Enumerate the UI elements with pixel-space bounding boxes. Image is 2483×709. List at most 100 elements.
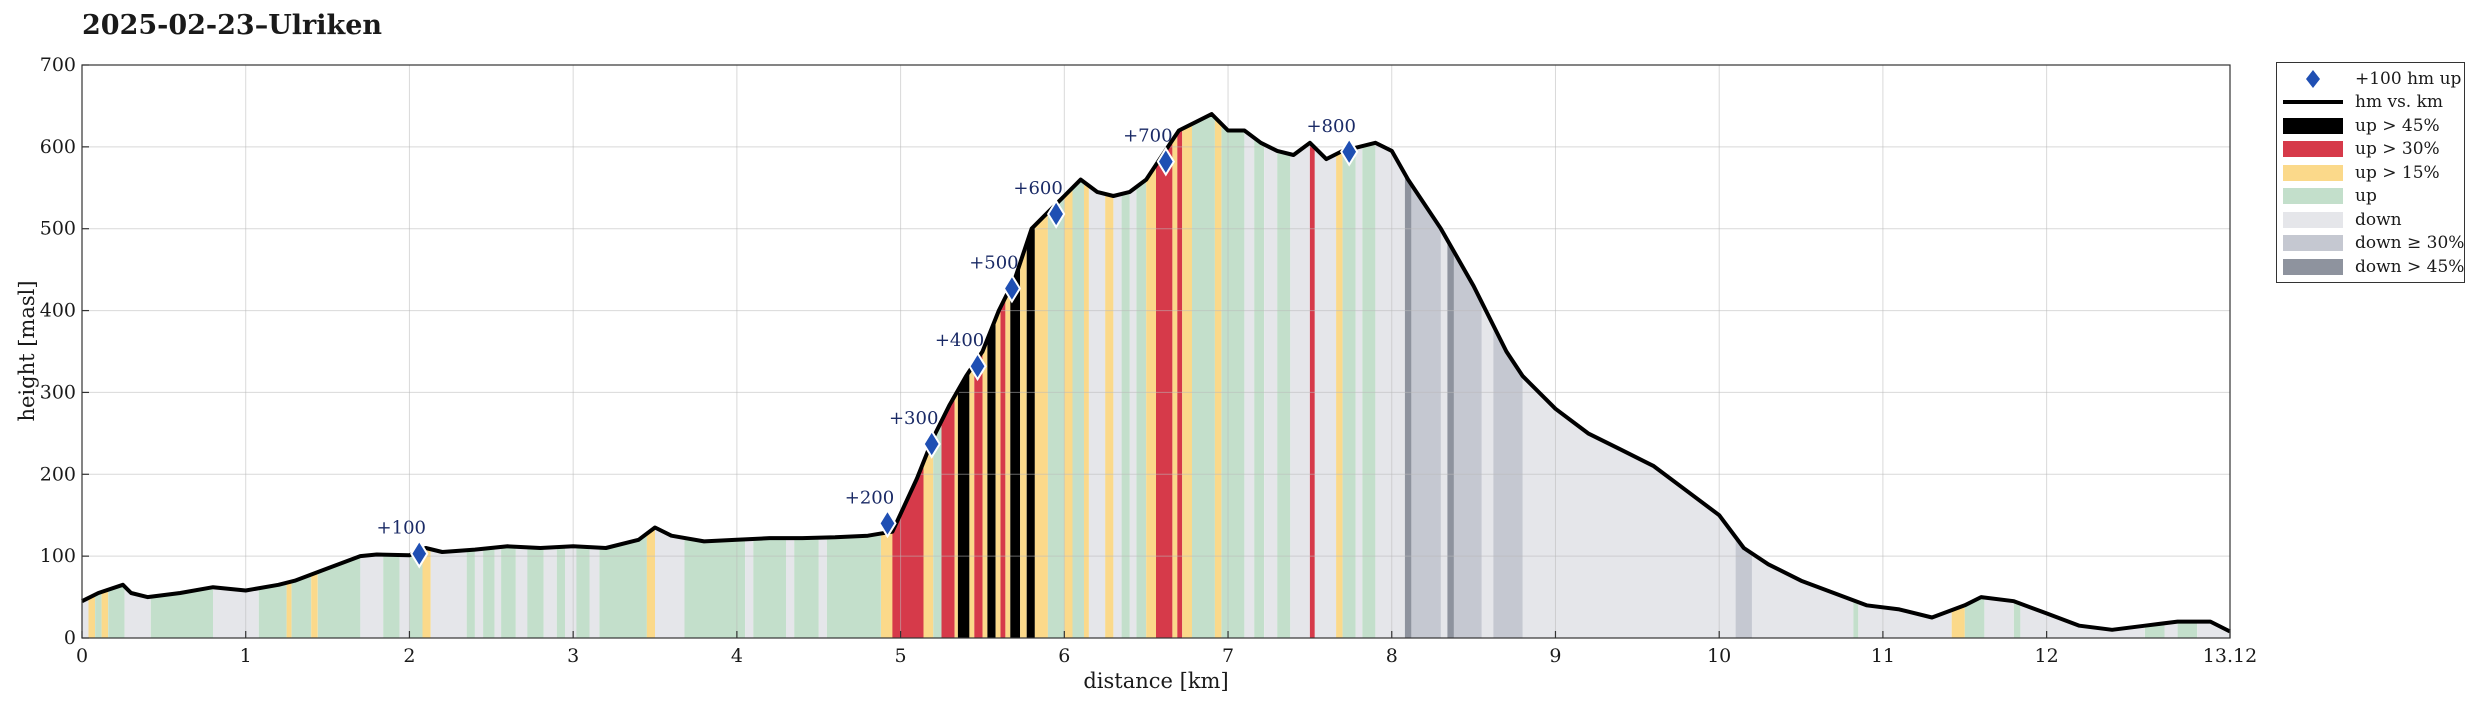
legend-item: up > 30% [2277, 138, 2464, 162]
legend-item: up > 45% [2277, 114, 2464, 138]
y-tick-label: 500 [40, 218, 76, 240]
marker-diamond [1340, 136, 1359, 167]
segment-up-gt-30 [1000, 114, 1006, 638]
segment-up-gt-15 [969, 114, 975, 638]
legend-swatch-up-gt-30 [2283, 141, 2343, 158]
legend-label: hm vs. km [2355, 92, 2444, 113]
chart-title: 2025-02-23–Ulriken [82, 10, 383, 41]
segment-up-gt-15 [1214, 114, 1222, 638]
y-tick-label: 0 [64, 627, 76, 649]
segment-up [1221, 114, 1245, 638]
segment-down-gt-45 [1447, 114, 1454, 638]
marker-diamond [878, 508, 897, 539]
legend-swatch-down-gt-45 [2283, 258, 2343, 275]
legend-label: up > 30% [2355, 139, 2440, 160]
segment-down [1088, 114, 1106, 638]
segment-up-gt-45 [987, 114, 996, 638]
segment-up-gt-15 [1336, 114, 1343, 638]
legend-label: +100 hm up [2355, 68, 2462, 89]
x-tick-label: 11 [1871, 645, 1895, 667]
segment-up-gt-15 [1005, 114, 1011, 638]
y-tick-label: 300 [40, 381, 76, 403]
legend-item: hm vs. km [2277, 91, 2464, 115]
segment-down-gt-45 [1404, 114, 1412, 638]
segment-up-gt-15 [1146, 114, 1156, 638]
marker-diamond [922, 429, 941, 459]
legend-swatch-up-gt-45 [2283, 117, 2343, 134]
segment-up-gt-15 [1064, 114, 1073, 638]
segment-up-gt-30 [1177, 114, 1183, 638]
x-tick-label: 13.12 [2203, 645, 2257, 667]
x-axis-label: distance [km] [1083, 669, 1228, 693]
segment-up-gt-15 [1034, 114, 1048, 638]
y-tick-label: 200 [40, 463, 76, 485]
segment-up-gt-15 [1182, 114, 1192, 638]
segment-up [1342, 114, 1356, 638]
legend: +100 hm up hm vs. km up > 45% up > 30% up > … [2276, 62, 2465, 283]
marker-label: +600 [1013, 178, 1062, 199]
markers: +100 +200 +300 +400 +500 +600 +700 +800 [377, 116, 1359, 569]
segment-up-gt-30 [1156, 114, 1173, 638]
segment-up [1254, 114, 1264, 638]
legend-swatch-down [2283, 211, 2343, 228]
segment-down [1129, 114, 1137, 638]
segment-down [1314, 114, 1337, 638]
legend-item: down > 45% [2277, 255, 2464, 279]
x-tick-label: 7 [1222, 645, 1234, 667]
segment-up-gt-15 [982, 114, 988, 638]
segment-up-gt-15 [1105, 114, 1114, 638]
x-tick-label: 5 [895, 645, 907, 667]
segment-up [1277, 114, 1291, 638]
x-tick-label: 12 [2035, 645, 2059, 667]
legend-label: up > 45% [2355, 115, 2440, 136]
marker-diamond [1046, 199, 1066, 229]
segment-up [1136, 114, 1147, 638]
plot-frame [81, 64, 2231, 639]
segment-up [1072, 114, 1084, 638]
marker-label: +400 [935, 330, 984, 351]
segment-up-gt-45 [1026, 114, 1035, 638]
segment-down [1375, 114, 1405, 638]
x-tick-label: 6 [1058, 645, 1070, 667]
segment-up [1047, 114, 1065, 638]
legend-item: up [2277, 185, 2464, 209]
y-tick-label: 400 [40, 300, 76, 322]
legend-item: +100 hm up [2277, 67, 2464, 91]
y-axis-label: height [masl] [15, 280, 39, 421]
marker-diamond [1002, 273, 1022, 304]
marker-diamond [410, 538, 429, 569]
marker-label: +500 [969, 252, 1018, 273]
x-tick-label: 1 [240, 645, 252, 667]
x-tick-label: 9 [1549, 645, 1561, 667]
segment-down [1355, 114, 1363, 638]
x-tick-label: 8 [1386, 645, 1398, 667]
x-tick-label: 4 [731, 645, 743, 667]
legend-label: down ≥ 30% [2355, 233, 2465, 254]
legend-swatch-up [2283, 188, 2343, 205]
segment-up-gt-15 [1172, 114, 1178, 638]
legend-label: down > 45% [2355, 256, 2465, 277]
segment-up-gt-45 [1010, 114, 1021, 638]
legend-swatch-up-gt-15 [2283, 164, 2343, 181]
y-tick-label: 700 [40, 54, 76, 76]
segment-up [1362, 114, 1376, 638]
segment-down [1440, 114, 1448, 638]
legend-label: up [2355, 186, 2377, 207]
legend-label: up > 15% [2355, 162, 2440, 183]
segment-up [1192, 114, 1215, 638]
x-tick-label: 0 [76, 645, 88, 667]
segment-down [1244, 114, 1255, 638]
segment-up-gt-15 [995, 114, 1001, 638]
legend-line-icon [2283, 94, 2343, 110]
y-tick-label: 100 [40, 545, 76, 567]
axis-ticks: 0 1 2 3 4 5 6 7 8 9 10 11 12 13.120100200300400500600… [40, 54, 2257, 667]
legend-item: down [2277, 208, 2464, 232]
legend-label: down [2355, 209, 2402, 230]
segment-up [1121, 114, 1130, 638]
x-tick-label: 10 [1707, 645, 1731, 667]
marker-label: +300 [889, 408, 938, 429]
x-tick-label: 3 [567, 645, 579, 667]
legend-marker-icon [2283, 69, 2343, 88]
x-tick-label: 2 [403, 645, 415, 667]
